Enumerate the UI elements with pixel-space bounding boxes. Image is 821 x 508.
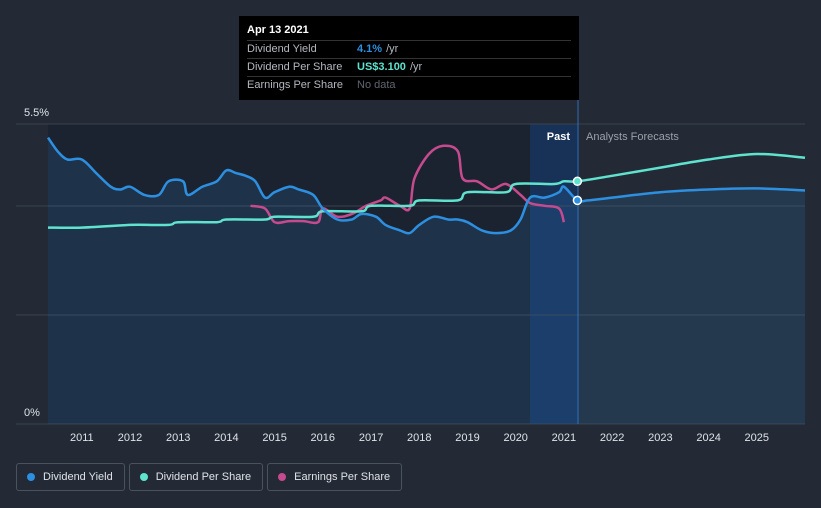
- forecast-region-label: Analysts Forecasts: [586, 131, 679, 143]
- tooltip-row-nodata: No data: [357, 79, 396, 91]
- legend-dot-icon: [278, 473, 287, 481]
- dividend-yield-marker[interactable]: [572, 195, 583, 206]
- tooltip-date: Apr 13 2021: [247, 24, 309, 36]
- x-tick-label: 2022: [600, 432, 624, 444]
- legend-item-dividend-per-share[interactable]: Dividend Per Share: [128, 463, 264, 491]
- y-axis-min-label: 0%: [24, 407, 40, 419]
- tooltip-row-unit: /yr: [386, 43, 399, 55]
- legend-label: Dividend Yield: [43, 471, 113, 483]
- tooltip-row-unit: /yr: [409, 61, 423, 73]
- x-tick-label: 2018: [407, 432, 431, 444]
- gridlines: [16, 100, 805, 425]
- past-region: [48, 124, 578, 424]
- dividend-yield-line: [46, 136, 806, 235]
- chart-canvas: 5.5% 0% Past Analysts Forecasts 2011 2012…: [16, 100, 806, 444]
- dividend-per-share-marker[interactable]: [572, 176, 583, 187]
- past-region-label: Past: [547, 131, 571, 143]
- tooltip-row-label: Earnings Per Share: [247, 79, 343, 91]
- legend-dot-icon: [27, 473, 35, 481]
- earnings-per-share-line: [250, 144, 566, 225]
- tooltip-row-label: Dividend Per Share: [247, 61, 343, 73]
- legend-dot-icon: [139, 473, 148, 481]
- x-tick-label: 2017: [359, 432, 383, 444]
- legend-label: Dividend Per Share: [155, 471, 252, 483]
- x-tick-label: 2012: [118, 432, 142, 444]
- x-tick-label: 2016: [311, 432, 335, 444]
- x-tick-label: 2020: [503, 432, 527, 444]
- tooltip-row-dividend-per-share: Dividend Per Share US$3.100 /yr: [247, 58, 571, 76]
- x-tick-label: 2021: [552, 432, 576, 444]
- tooltip-row-earnings-per-share: Earnings Per Share No data: [247, 76, 571, 94]
- x-tick-label: 2011: [70, 432, 94, 444]
- legend: Dividend Yield Dividend Per Share Earnin…: [16, 463, 403, 491]
- y-axis-max-label: 5.5%: [24, 107, 49, 119]
- legend-item-dividend-yield[interactable]: Dividend Yield: [16, 463, 125, 491]
- x-tick-label: 2013: [166, 432, 190, 444]
- highlight-band: [530, 124, 578, 424]
- x-tick-label: 2014: [214, 432, 238, 444]
- legend-item-earnings-per-share[interactable]: Earnings Per Share: [267, 463, 403, 491]
- tooltip-row-value: US$3.100: [357, 61, 406, 73]
- dividend-per-share-line: [47, 152, 806, 230]
- x-tick-label: 2023: [648, 432, 672, 444]
- dividend-yield-area: [48, 137, 805, 424]
- tooltip-row-value: 4.1%: [357, 43, 383, 55]
- tooltip-row-dividend-yield: Dividend Yield 4.1% /yr: [247, 40, 571, 58]
- series-layer: [46, 136, 806, 235]
- x-axis-ticks: 2011 2012 2013 2014 2015 2016 2017 2018 2019 2020…: [70, 432, 769, 444]
- x-tick-label: 2019: [455, 432, 479, 444]
- x-tick-label: 2015: [262, 432, 286, 444]
- x-tick-label: 2024: [696, 432, 720, 444]
- tooltip: Apr 13 2021 Dividend Yield 4.1% /yr Divi…: [239, 16, 579, 100]
- legend-label: Earnings Per Share: [294, 471, 391, 483]
- x-tick-label: 2025: [745, 432, 769, 444]
- tooltip-row-label: Dividend Yield: [247, 43, 317, 55]
